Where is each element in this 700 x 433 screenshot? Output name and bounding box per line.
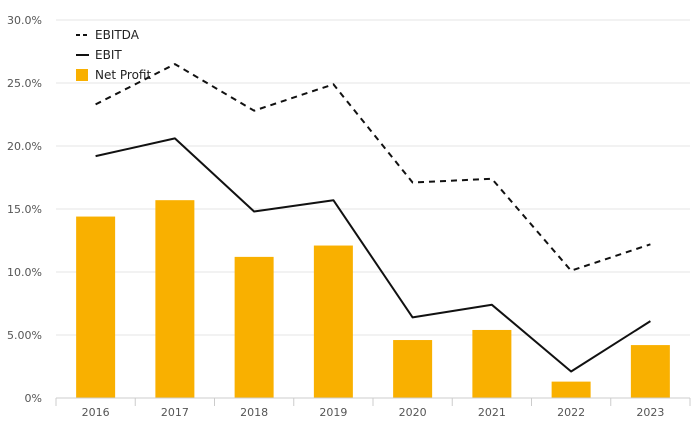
legend-label: Net Profit xyxy=(95,68,151,82)
bar-2018 xyxy=(234,256,274,398)
bar-2021 xyxy=(472,329,512,398)
bar-2023 xyxy=(630,345,670,398)
legend-label: EBIT xyxy=(95,48,122,62)
x-tick-label: 2018 xyxy=(240,406,268,419)
bars xyxy=(76,200,670,398)
bar-2020 xyxy=(393,340,433,398)
y-tick-label: 20.0% xyxy=(7,140,42,153)
y-tick-label: 5.00% xyxy=(7,329,42,342)
y-tick-label: 0% xyxy=(25,392,42,405)
legend: EBITDA EBIT Net Profit xyxy=(76,28,151,82)
series-line-ebitda xyxy=(95,63,651,272)
x-tick-label: 2016 xyxy=(82,406,110,419)
bar-2016 xyxy=(76,216,116,398)
x-tick-label: 2023 xyxy=(636,406,664,419)
y-tick-label: 10.0% xyxy=(7,266,42,279)
x-axis: 2016 2017 2018 2019 2020 2021 2022 2023 xyxy=(55,397,691,419)
bar-2022 xyxy=(551,381,591,398)
y-tick-label: 15.0% xyxy=(7,203,42,216)
x-tick-label: 2017 xyxy=(161,406,189,419)
legend-label: EBITDA xyxy=(95,28,140,42)
x-tick-label: 2019 xyxy=(319,406,347,419)
bar-2019 xyxy=(313,245,353,398)
x-tick-label: 2022 xyxy=(557,406,585,419)
y-tick-label: 25.0% xyxy=(7,77,42,90)
x-tick-label: 2020 xyxy=(399,406,427,419)
lines xyxy=(95,63,651,373)
x-tick-label: 2021 xyxy=(478,406,506,419)
y-tick-label: 30.0% xyxy=(7,14,42,27)
y-axis: 0% 5.00% 10.0% 15.0% 20.0% 25.0% 30.0% xyxy=(7,14,42,405)
legend-swatch xyxy=(76,69,88,81)
bar-2017 xyxy=(155,200,195,398)
series-line-ebit xyxy=(95,137,651,373)
